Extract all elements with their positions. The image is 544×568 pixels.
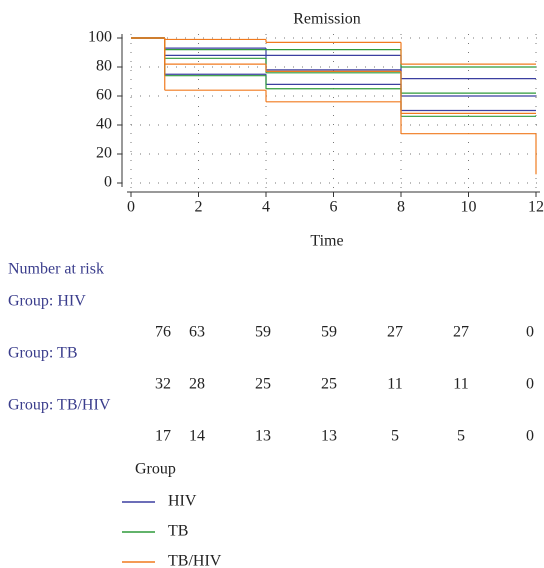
- risk-count: 25: [255, 376, 271, 393]
- risk-count: 14: [189, 428, 205, 445]
- risk-count: 0: [526, 428, 534, 445]
- risk-count: 0: [526, 324, 534, 341]
- risk-count: 5: [457, 428, 465, 445]
- x-tick-label: 8: [397, 199, 405, 216]
- x-tick-label: 12: [528, 199, 544, 216]
- legend-label: HIV: [168, 493, 197, 510]
- x-axis-label: Time: [310, 233, 343, 250]
- risk-count: 13: [255, 428, 271, 445]
- x-tick-label: 10: [461, 199, 477, 216]
- chart-title: Remission: [293, 11, 361, 28]
- risk-group-label: Group: HIV: [8, 293, 86, 310]
- risk-count: 76: [155, 324, 171, 341]
- risk-count: 13: [321, 428, 337, 445]
- legend-label: TB: [168, 523, 188, 540]
- x-tick-label: 4: [262, 199, 270, 216]
- legend-title: Group: [135, 461, 176, 478]
- risk-count: 32: [155, 376, 171, 393]
- y-tick-label: 80: [96, 58, 112, 75]
- x-tick-label: 0: [127, 199, 135, 216]
- risk-count: 27: [387, 324, 403, 341]
- risk-count: 28: [189, 376, 205, 393]
- y-tick-label: 100: [88, 29, 112, 46]
- y-tick-label: 40: [96, 116, 112, 133]
- y-tick-label: 20: [96, 145, 112, 162]
- risk-count: 25: [321, 376, 337, 393]
- y-tick-label: 60: [96, 87, 112, 104]
- risk-title: Number at risk: [8, 261, 104, 278]
- risk-count: 59: [321, 324, 337, 341]
- x-tick-label: 6: [330, 199, 338, 216]
- risk-count: 59: [255, 324, 271, 341]
- risk-count: 17: [155, 428, 171, 445]
- x-tick-label: 2: [195, 199, 203, 216]
- risk-count: 5: [391, 428, 399, 445]
- risk-group-label: Group: TB/HIV: [8, 397, 111, 414]
- y-tick-label: 0: [104, 174, 112, 191]
- legend-label: TB/HIV: [168, 553, 222, 568]
- risk-group-label: Group: TB: [8, 345, 77, 362]
- risk-count: 11: [453, 376, 468, 393]
- risk-count: 11: [387, 376, 402, 393]
- risk-count: 27: [453, 324, 469, 341]
- risk-count: 0: [526, 376, 534, 393]
- risk-count: 63: [189, 324, 205, 341]
